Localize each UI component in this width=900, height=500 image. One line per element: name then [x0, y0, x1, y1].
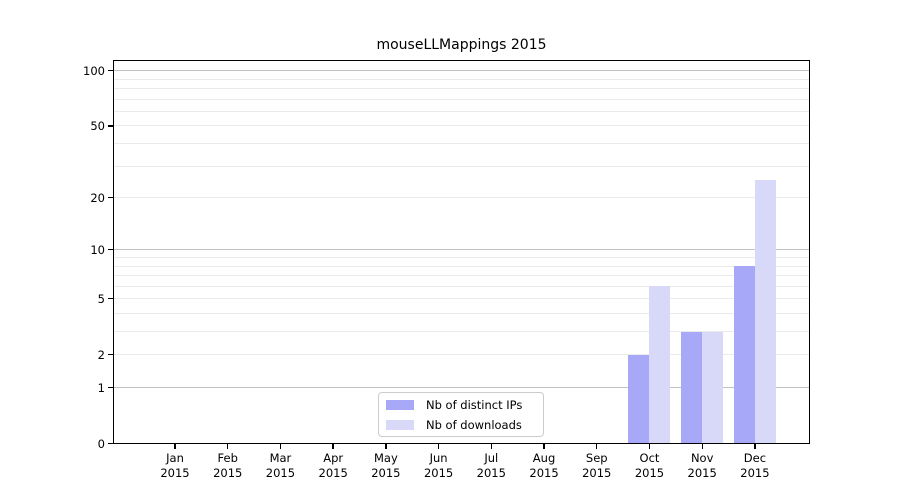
x-tick-label: May 2015	[355, 451, 417, 481]
x-tick-label: Oct 2015	[618, 451, 680, 481]
x-tick-year: 2015	[265, 465, 296, 480]
x-tick-label: Nov 2015	[671, 451, 733, 481]
gridline-minor	[113, 331, 810, 333]
y-tick-label: 1	[97, 380, 105, 395]
x-tick-month: Feb	[217, 450, 238, 465]
x-tick-label: Jun 2015	[408, 451, 470, 481]
x-tick-month: Jul	[484, 450, 499, 465]
x-tick-year: 2015	[160, 465, 190, 480]
gridline-minor	[113, 354, 810, 356]
x-tick-mark	[701, 443, 703, 449]
x-tick-month: Sep	[585, 450, 608, 465]
x-tick-year: 2015	[634, 465, 665, 480]
x-tick-mark	[596, 443, 598, 449]
x-tick-label: Feb 2015	[197, 451, 259, 481]
y-tick-mark	[108, 196, 113, 199]
x-tick-year: 2015	[476, 465, 506, 480]
x-tick-year: 2015	[529, 465, 559, 480]
gridline-minor	[113, 78, 810, 80]
y-tick-mark	[108, 249, 113, 251]
legend: Nb of distinct IPs Nb of downloads	[378, 392, 544, 437]
x-tick-year: 2015	[318, 465, 348, 480]
gridline-minor	[113, 143, 810, 145]
gridline-minor	[113, 257, 810, 258]
x-tick-mark	[227, 443, 229, 449]
x-tick-month: Oct	[639, 450, 660, 465]
x-tick-mark	[754, 443, 756, 449]
y-tick-label: 20	[90, 190, 105, 205]
y-tick-label: 100	[83, 63, 105, 78]
x-tick-month: Mar	[269, 450, 292, 465]
x-tick-label: Dec 2015	[724, 451, 786, 481]
gridline-minor	[113, 98, 810, 100]
legend-label-downloads: Nb of downloads	[426, 417, 522, 432]
gridline-minor	[113, 165, 810, 167]
gridline-minor	[113, 285, 810, 287]
gridline-minor	[113, 125, 810, 127]
x-tick-month: Jan	[166, 450, 184, 465]
bar	[649, 286, 671, 444]
y-tick-label: 2	[97, 347, 105, 362]
x-tick-mark	[543, 443, 545, 449]
x-tick-mark	[490, 443, 492, 449]
gridline-minor	[113, 88, 810, 90]
x-tick-month: Dec	[743, 450, 767, 465]
x-tick-label: Jan 2015	[144, 451, 206, 481]
x-tick-month: Aug	[532, 450, 556, 465]
x-tick-year: 2015	[687, 465, 717, 480]
x-tick-year: 2015	[582, 465, 612, 480]
gridline-minor	[113, 298, 810, 300]
y-tick-mark	[108, 298, 113, 300]
x-tick-month: Jun	[429, 450, 448, 465]
bar	[754, 180, 776, 444]
x-tick-label: Mar 2015	[249, 451, 311, 481]
x-tick-year: 2015	[371, 465, 401, 480]
y-tick-label: 10	[90, 242, 105, 257]
bar	[628, 354, 650, 444]
x-tick-label: Sep 2015	[566, 451, 628, 481]
y-tick-label: 5	[97, 291, 105, 306]
x-tick-mark	[437, 443, 440, 449]
bar	[681, 331, 703, 444]
y-tick-mark	[108, 354, 113, 356]
gridline-major	[113, 387, 810, 388]
bar	[702, 331, 724, 444]
y-tick-label: 50	[90, 118, 105, 133]
x-tick-year: 2015	[213, 465, 243, 480]
gridline-major	[113, 70, 810, 72]
y-tick-mark	[108, 442, 113, 445]
x-tick-month: Apr	[323, 450, 344, 465]
legend-item-downloads: Nb of downloads	[379, 415, 543, 435]
y-tick-label: 0	[97, 436, 105, 451]
x-tick-mark	[648, 443, 651, 449]
gridline-minor	[113, 265, 810, 267]
x-tick-mark	[279, 443, 282, 449]
gridline-minor	[113, 312, 810, 314]
x-tick-mark	[385, 443, 387, 449]
chart-title: mouseLLMappings 2015	[376, 37, 547, 53]
x-tick-mark	[174, 443, 176, 449]
x-tick-mark	[332, 443, 334, 449]
y-tick-mark	[108, 386, 113, 389]
legend-item-distinct-ips: Nb of distinct IPs	[379, 395, 543, 415]
y-tick-mark	[108, 125, 113, 127]
gridline-major	[113, 249, 810, 251]
gridline-minor	[113, 275, 810, 277]
bar	[733, 266, 755, 444]
legend-label-distinct-ips: Nb of distinct IPs	[426, 397, 523, 412]
x-tick-label: Aug 2015	[513, 451, 575, 481]
x-tick-label: Jul 2015	[460, 451, 522, 481]
x-tick-label: Apr 2015	[302, 451, 364, 481]
gridline-minor	[113, 197, 810, 199]
x-tick-year: 2015	[740, 465, 770, 480]
legend-swatch-downloads-icon	[386, 419, 414, 430]
gridline-minor	[113, 110, 810, 112]
y-tick-mark	[108, 69, 113, 72]
x-tick-year: 2015	[423, 465, 454, 480]
legend-swatch-distinct-ips-icon	[386, 399, 414, 410]
x-tick-month: Nov	[690, 450, 714, 465]
x-tick-month: May	[373, 450, 398, 465]
